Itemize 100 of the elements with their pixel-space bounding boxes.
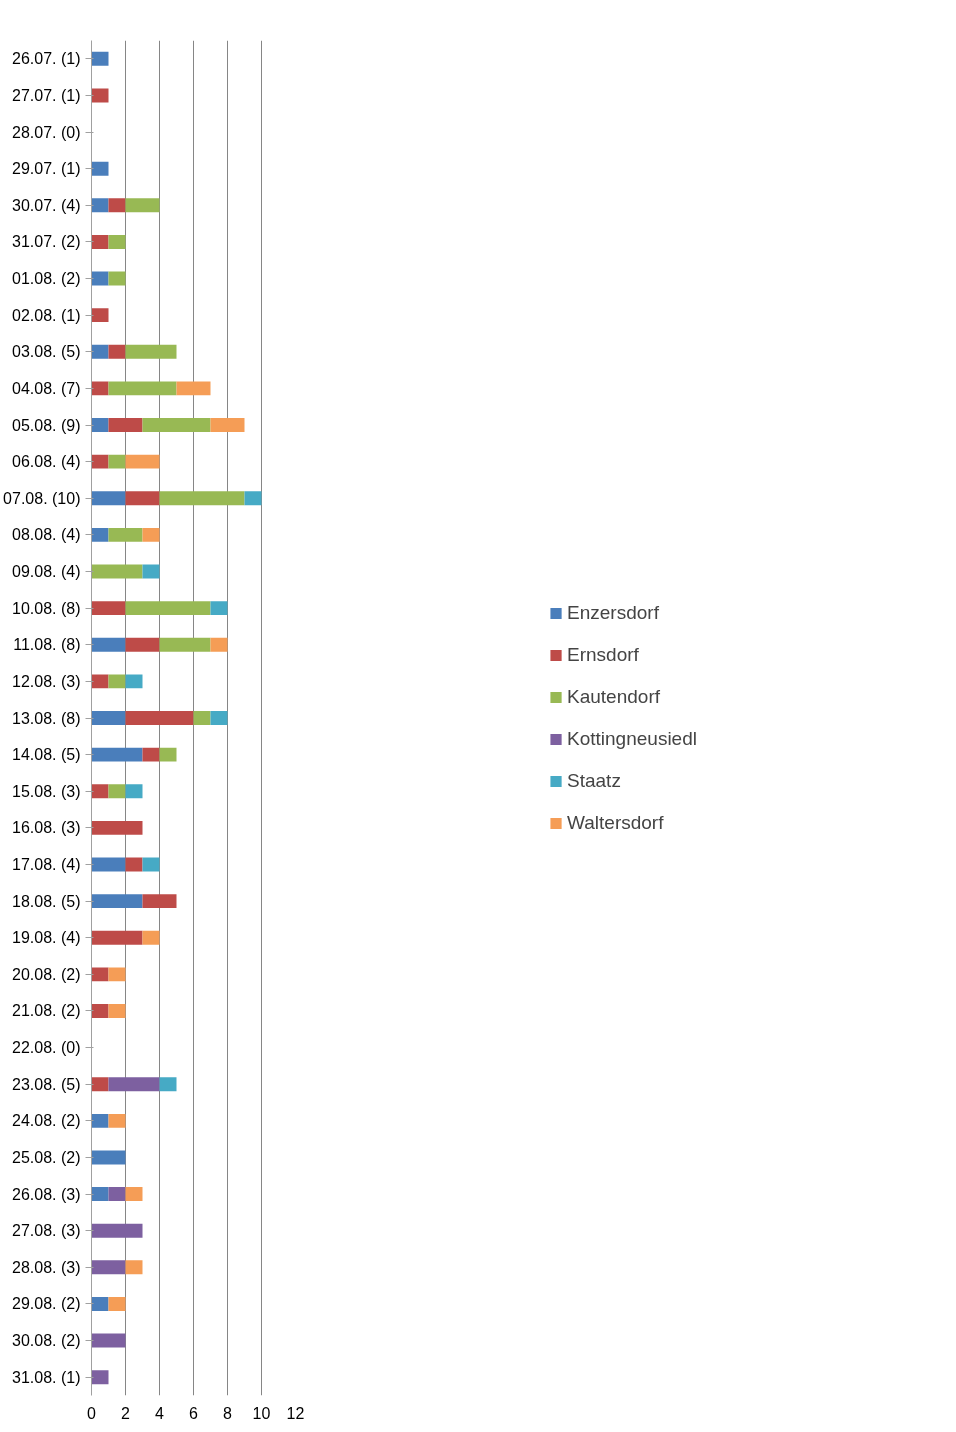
bar xyxy=(108,271,126,286)
y-tick-label: 17.08. (4) xyxy=(12,855,81,873)
bar xyxy=(142,857,160,872)
legend-label: Ernsdorf xyxy=(567,643,639,666)
legend-label: Kottingneusiedl xyxy=(567,727,697,750)
y-tick-label: 05.08. (9) xyxy=(12,416,81,434)
bar xyxy=(91,637,126,652)
y-tick-label: 20.08. (2) xyxy=(12,965,81,983)
y-tick-label: 31.08. (1) xyxy=(12,1368,81,1386)
y-tick-label: 31.07. (2) xyxy=(12,233,81,251)
x-tick-label: 0 xyxy=(87,1404,97,1422)
bar xyxy=(108,784,126,799)
y-tick-label: 01.08. (2) xyxy=(12,270,81,288)
y-tick-label: 19.08. (4) xyxy=(12,929,81,947)
bar xyxy=(91,1333,126,1348)
bar xyxy=(91,711,126,725)
bar xyxy=(91,1113,109,1128)
bar xyxy=(91,381,109,396)
bar xyxy=(108,1004,126,1018)
y-tick-label: 15.08. (3) xyxy=(12,782,81,800)
y-tick-label: 23.08. (5) xyxy=(12,1075,81,1093)
x-tick-label: 10 xyxy=(252,1404,271,1422)
y-tick-label: 29.07. (1) xyxy=(12,160,81,178)
bar xyxy=(91,1187,109,1202)
y-tick-label: 06.08. (4) xyxy=(12,453,81,471)
bar xyxy=(142,930,160,945)
bar xyxy=(125,711,194,725)
y-tick-label: 16.08. (3) xyxy=(12,819,81,837)
y-tick-label: 18.08. (5) xyxy=(12,892,81,910)
bar xyxy=(91,418,109,432)
x-tick-label: 8 xyxy=(223,1404,233,1422)
y-tick-label: 25.08. (2) xyxy=(12,1148,81,1166)
bar xyxy=(91,234,109,249)
y-tick-label: 12.08. (3) xyxy=(12,672,81,690)
y-tick-label: 29.08. (2) xyxy=(12,1295,81,1313)
y-tick-label: 26.07. (1) xyxy=(12,50,81,68)
bar xyxy=(176,381,211,396)
bar xyxy=(108,198,126,213)
bar xyxy=(108,381,177,396)
bar xyxy=(91,1004,109,1018)
bar xyxy=(125,637,160,652)
y-tick-label: 27.07. (1) xyxy=(12,86,81,104)
y-tick-label: 08.08. (4) xyxy=(12,526,81,544)
bar xyxy=(210,418,245,432)
y-tick-label: 03.08. (5) xyxy=(12,343,81,361)
y-tick-label: 02.08. (1) xyxy=(12,306,81,324)
y-tick-label: 11.08. (8) xyxy=(13,636,81,654)
y-tick-label: 28.08. (3) xyxy=(12,1258,81,1276)
bar xyxy=(125,454,160,469)
bar xyxy=(91,198,109,213)
x-tick-label: 2 xyxy=(121,1404,131,1422)
bar xyxy=(91,51,109,66)
bar xyxy=(210,711,228,725)
bar xyxy=(91,1150,126,1165)
bar xyxy=(142,894,177,909)
x-tick-label: 6 xyxy=(189,1404,199,1422)
bar xyxy=(159,747,177,762)
bar xyxy=(125,344,177,359)
bar xyxy=(91,747,143,762)
x-tick-label: 4 xyxy=(155,1404,165,1422)
y-tick-label: 26.08. (3) xyxy=(12,1185,81,1203)
y-tick-label: 22.08. (0) xyxy=(12,1039,81,1057)
bar xyxy=(142,747,160,762)
bar xyxy=(125,784,143,799)
bar xyxy=(108,527,143,542)
bar xyxy=(210,601,228,616)
bar xyxy=(125,857,143,872)
bar xyxy=(91,1260,126,1275)
bar xyxy=(125,601,211,616)
bar xyxy=(244,491,262,506)
legend-label: Enzersdorf xyxy=(567,601,659,624)
y-tick-label: 14.08. (5) xyxy=(12,746,81,764)
bar xyxy=(210,637,228,652)
bar xyxy=(91,930,143,945)
legend-label: Waltersdorf xyxy=(567,811,664,834)
y-tick-label: 04.08. (7) xyxy=(12,379,81,397)
bar xyxy=(159,637,211,652)
bar xyxy=(91,564,143,579)
y-tick-label: 30.07. (4) xyxy=(12,196,81,214)
bar xyxy=(108,1113,126,1128)
bar xyxy=(108,967,126,982)
bar xyxy=(108,234,126,249)
bar xyxy=(91,894,143,909)
bar xyxy=(193,711,211,725)
bar xyxy=(125,674,143,689)
bar xyxy=(108,674,126,689)
bar xyxy=(125,198,160,213)
bar xyxy=(91,601,126,616)
bar xyxy=(91,1296,109,1311)
bar xyxy=(125,1187,143,1202)
y-tick-label: 24.08. (2) xyxy=(12,1112,81,1130)
bar xyxy=(91,161,109,176)
bar xyxy=(125,1260,143,1275)
bar xyxy=(142,418,211,432)
y-tick-label: 09.08. (4) xyxy=(12,563,81,581)
bar xyxy=(91,857,126,872)
legend-label: Kautendorf xyxy=(567,685,660,708)
bar xyxy=(125,491,160,506)
bar xyxy=(108,418,143,432)
bar xyxy=(91,454,109,469)
